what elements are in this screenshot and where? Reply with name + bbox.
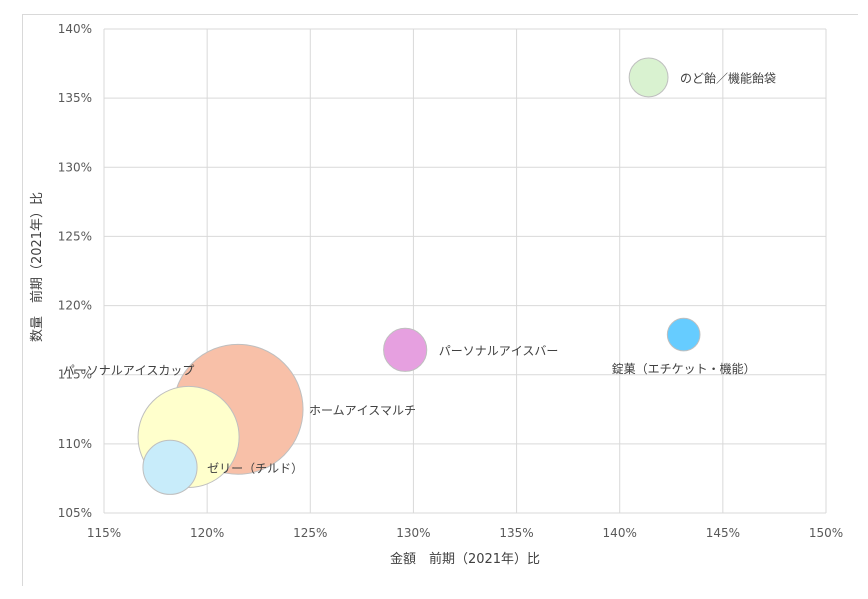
y-tick-labels: 105% 110% 115% 120% 125% 130% 135% 140% xyxy=(58,22,92,520)
x-tick-label: 115% xyxy=(87,526,121,540)
x-tick-labels: 115% 120% 125% 130% 135% 140% 145% 150% xyxy=(87,526,843,540)
y-tick-label: 120% xyxy=(58,299,92,313)
x-tick-label: 145% xyxy=(706,526,740,540)
y-tick-label: 140% xyxy=(58,22,92,36)
bubble xyxy=(628,57,669,98)
x-tick-label: 130% xyxy=(396,526,430,540)
x-tick-label: 125% xyxy=(293,526,327,540)
y-tick-label: 115% xyxy=(58,368,92,382)
bubble-label: ゼリー（チルド） xyxy=(207,461,303,475)
x-axis-title: 金額 前期（2021年）比 xyxy=(390,551,540,567)
chart-background xyxy=(23,15,859,587)
bubble-label: のど飴／機能飴袋 xyxy=(680,70,776,85)
y-tick-label: 110% xyxy=(58,437,92,451)
bubble-label: ホームアイスマルチ xyxy=(309,403,416,417)
chart-frame: 115% 120% 125% 130% 135% 140% 145% 150% 105% 110… xyxy=(22,14,859,587)
bubble-label: パーソナルアイスバー xyxy=(439,344,559,358)
y-tick-label: 135% xyxy=(58,91,92,105)
y-tick-label: 130% xyxy=(58,160,92,174)
x-tick-label: 135% xyxy=(499,526,533,540)
y-tick-label: 105% xyxy=(58,506,92,520)
bubble-label: 錠菓（エチケット・機能） xyxy=(612,361,756,376)
x-tick-label: 140% xyxy=(603,526,637,540)
x-tick-label: 150% xyxy=(809,526,843,540)
x-tick-label: 120% xyxy=(190,526,224,540)
y-tick-label: 125% xyxy=(58,229,92,243)
bubble xyxy=(666,317,701,352)
bubble-label: パーソナルアイスカップ xyxy=(63,363,195,377)
bubble xyxy=(383,327,428,372)
bubble xyxy=(142,439,198,495)
y-axis-title: 数量 前期（2021年）比 xyxy=(29,192,45,342)
bubble-chart: 115% 120% 125% 130% 135% 140% 145% 150% 105% 110… xyxy=(23,15,859,587)
bubbles xyxy=(137,57,701,495)
